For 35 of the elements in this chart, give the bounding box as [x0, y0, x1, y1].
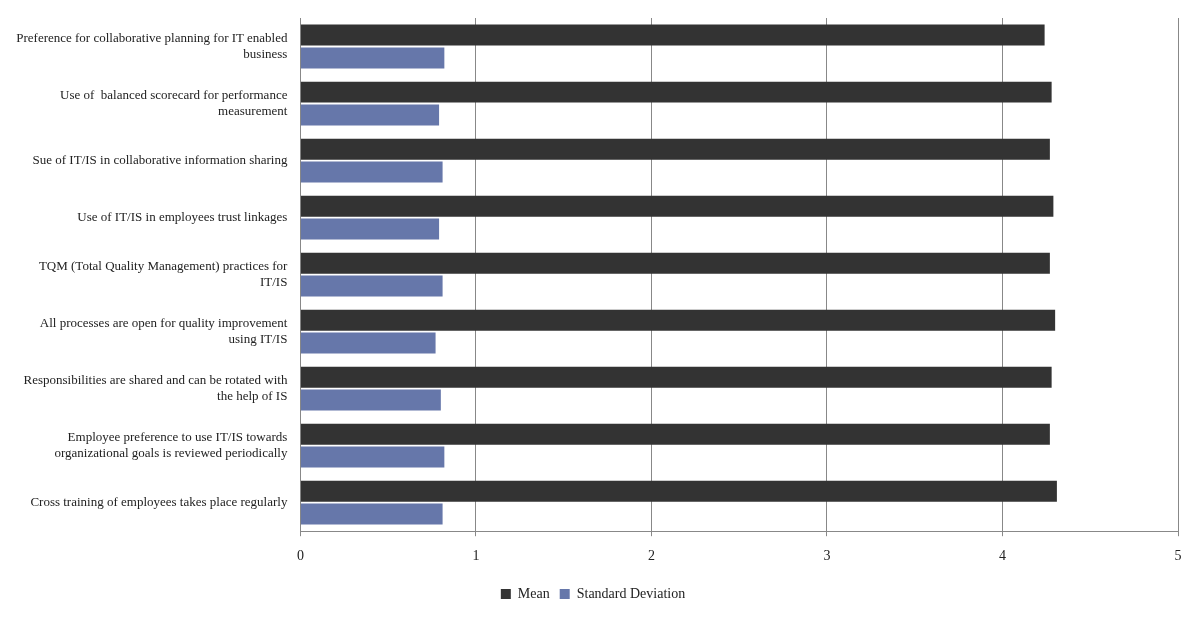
y-tick-label: Use of IT/IS in employees trust linkages [77, 209, 288, 224]
bar [300, 138, 1050, 160]
bar [300, 332, 436, 354]
y-tick-label: Employee preference to use IT/IS towards organizational goals is reviewed periodically [54, 429, 288, 460]
y-tick-label: Cross training of employees takes place regularly [30, 494, 288, 510]
bar [300, 446, 445, 468]
bar [300, 309, 1056, 331]
bar [300, 47, 445, 69]
bar [300, 366, 1052, 388]
x-tick-label: 0 [296, 548, 304, 564]
y-tick-label: Preference for collaborative planning for IT enabled business [16, 30, 288, 61]
x-tick-label: 2 [647, 548, 655, 564]
bar [300, 218, 440, 240]
bar [300, 195, 1054, 217]
bar [300, 423, 1050, 445]
bar [300, 104, 440, 126]
x-tick-label: 3 [823, 548, 831, 564]
x-tick-label: 5 [1174, 548, 1182, 564]
x-tick-label: 1 [472, 548, 480, 564]
legend-label: Standard Deviation [576, 585, 686, 601]
bar [300, 503, 443, 525]
y-tick-label: Responsibilities are shared and can be rotated with the help of IS [23, 372, 288, 403]
legend-label: Mean [517, 585, 550, 601]
bar [300, 81, 1052, 103]
bar [300, 275, 443, 297]
y-tick-label: TQM (Total Quality Management) practices for IT/IS [38, 258, 289, 289]
y-tick-label: Sue of IT/IS in collaborative information sharing [32, 151, 288, 167]
bar [300, 161, 443, 183]
x-tick-label: 4 [998, 548, 1006, 564]
bar [300, 24, 1045, 46]
y-tick-label: Use of balanced scorecard for performance measurement [60, 87, 288, 118]
bar [300, 389, 441, 411]
bar [300, 480, 1057, 502]
y-tick-label: All processes are open for quality improvement using IT/IS [39, 315, 288, 346]
bar [300, 252, 1050, 274]
